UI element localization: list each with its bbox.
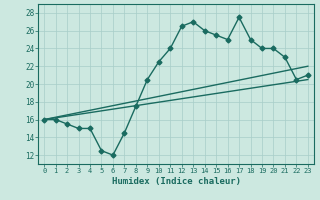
X-axis label: Humidex (Indice chaleur): Humidex (Indice chaleur) bbox=[111, 177, 241, 186]
